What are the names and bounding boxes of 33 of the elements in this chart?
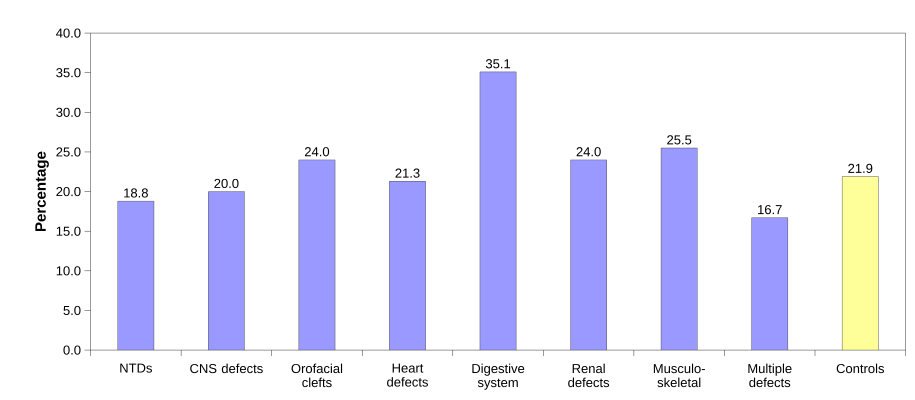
y-tick-label: 15.0: [56, 226, 81, 236]
x-tick-label: CNS defects: [190, 364, 263, 374]
bar: [208, 191, 245, 350]
x-tick-label: Multiple defects: [748, 364, 792, 388]
x-tick-label: Digestive system: [472, 364, 524, 390]
y-tick-label: 35.0: [56, 68, 81, 78]
x-tick-label: Renal defects: [568, 364, 610, 388]
data-label: 16.7: [758, 204, 782, 214]
x-tick-label: Heart defects: [387, 364, 428, 387]
data-label: 24.0: [304, 147, 330, 156]
bar: [118, 200, 154, 350]
y-tick-label: 40.0: [56, 28, 81, 38]
bar: [660, 148, 698, 350]
bar: [389, 181, 426, 350]
data-label: 20.0: [214, 178, 239, 188]
y-tick-label: 10.0: [56, 266, 81, 276]
bar: [570, 160, 607, 350]
y-tick-label: 25.0: [56, 147, 81, 157]
x-tick-label: Musculo-skeletal: [654, 364, 705, 388]
x-tick-label: Orofacial clefts: [292, 364, 342, 388]
data-label: 21.3: [396, 168, 420, 178]
data-label: 18.8: [124, 188, 148, 198]
y-axis-title: Percentage: [35, 152, 49, 232]
y-tick-label: 0.0: [63, 345, 81, 355]
y-tick-label: 30.0: [56, 108, 81, 117]
data-label: 21.9: [848, 164, 872, 173]
x-tick-label: Controls: [836, 364, 884, 374]
y-tick-label: 20.0: [56, 186, 81, 196]
x-tick-label: NTDs: [120, 364, 152, 373]
data-label: 25.5: [667, 135, 692, 144]
data-label: 35.1: [486, 59, 510, 68]
data-label: 24.0: [576, 147, 601, 156]
y-tick-label: 5.0: [63, 306, 81, 316]
